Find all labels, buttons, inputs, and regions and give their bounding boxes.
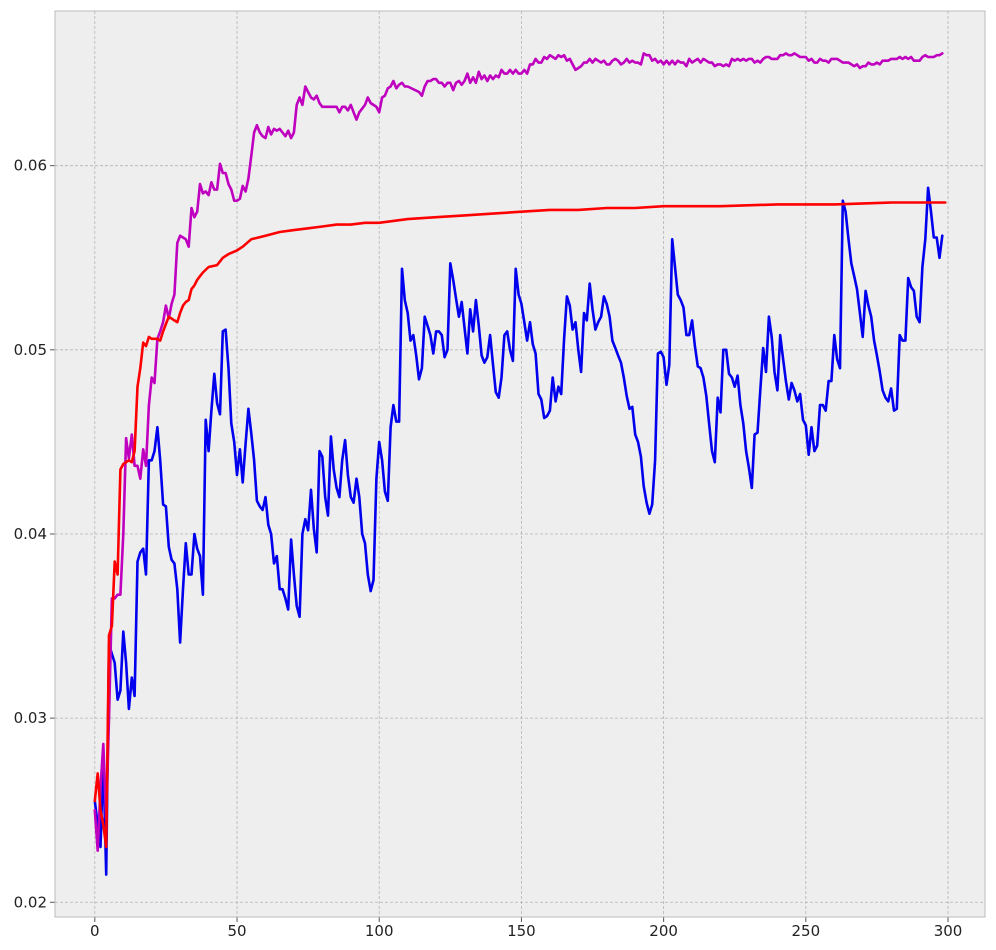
plot-background: [55, 11, 985, 917]
x-tick-label: 200: [649, 922, 678, 940]
x-tick-label: 300: [934, 922, 963, 940]
plot-frame: [54, 10, 986, 918]
x-tick-label: 50: [227, 922, 246, 940]
series-line-1: [93, 186, 944, 876]
series-line-3: [93, 201, 947, 849]
grid-lines: [55, 11, 985, 917]
x-tick-label: 100: [365, 922, 394, 940]
series-lines: [93, 52, 947, 876]
y-tick-label: 0.02: [14, 893, 47, 911]
y-tick-label: 0.05: [14, 341, 47, 359]
x-tick-label: 0: [90, 922, 100, 940]
x-tick-label: 250: [792, 922, 821, 940]
y-tick-label: 0.04: [14, 525, 47, 543]
axis-ticks: 0 50 100 150 200 250 300 0.02 0.03 0.04 0.05 0.06: [14, 157, 963, 940]
series-line-2: [93, 52, 944, 853]
y-tick-label: 0.06: [14, 157, 47, 175]
y-tick-label: 0.03: [14, 709, 47, 727]
x-tick-label: 150: [507, 922, 536, 940]
